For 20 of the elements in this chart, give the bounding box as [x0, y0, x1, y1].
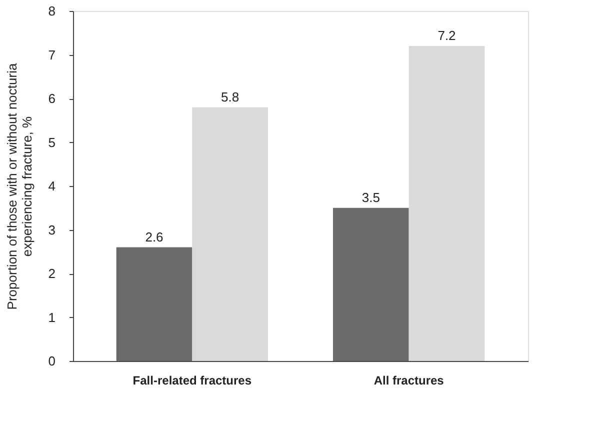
- x-tick-label: Fall-related fractures: [132, 374, 252, 388]
- y-tick-label: 4: [48, 178, 56, 194]
- bar: [333, 208, 409, 361]
- data-label: 2.6: [145, 229, 164, 244]
- bar: [192, 107, 268, 361]
- y-tick-label: 3: [48, 222, 56, 238]
- y-tick-label: 0: [48, 354, 56, 368]
- y-tick-label: 1: [48, 310, 56, 325]
- data-label: 3.5: [362, 190, 380, 205]
- bar: [116, 247, 192, 361]
- data-label: 5.8: [221, 89, 240, 104]
- bar: [408, 46, 485, 361]
- y-axis-title: Proportion of those with or without nocturia experiencing fracture, %: [4, 62, 34, 310]
- y-tick-label: 5: [48, 134, 56, 150]
- x-tick-label: All fractures: [374, 374, 444, 388]
- y-tick-label: 6: [48, 91, 56, 106]
- y-tick-label: 8: [48, 4, 56, 18]
- y-tick-label: 2: [48, 266, 56, 281]
- y-tick-label: 7: [48, 47, 56, 62]
- data-label: 7.2: [438, 28, 456, 43]
